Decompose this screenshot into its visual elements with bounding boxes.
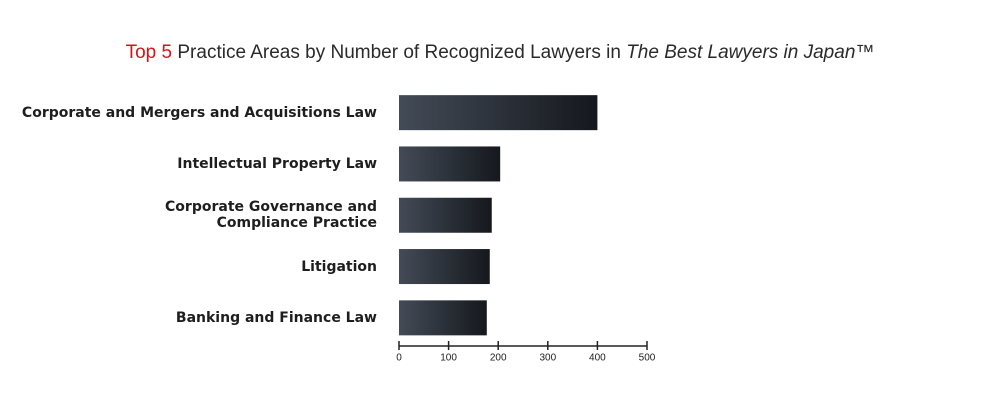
title-part: Practice Areas by Number of Recognized L… [172,42,627,63]
x-tick-label: 300 [539,353,556,364]
y-tick-label: Litigation [301,258,377,275]
y-tick-label: Corporate Governance and Compliance Prac… [165,199,377,232]
bar [399,146,501,182]
bar [399,249,490,285]
x-tick-label: 200 [490,353,507,364]
chart-title: Top 5 Practice Areas by Number of Recogn… [0,42,1000,64]
y-tick-label: Intellectual Property Law [177,155,377,172]
x-tick-label: 500 [639,353,656,364]
title-part: The Best Lawyers in Japan [626,42,856,63]
title-part: ™ [855,42,875,63]
x-tick-label: 0 [396,353,402,364]
y-tick-label: Banking and Finance Law [175,309,377,326]
x-tick-label: 400 [589,353,606,364]
x-tick-label: 100 [440,353,457,364]
bar [399,300,487,336]
y-tick-label: Corporate and Mergers and Acquisitions L… [21,104,377,121]
title-part: Top 5 [125,42,173,63]
bar [399,95,598,131]
bar [399,197,492,233]
